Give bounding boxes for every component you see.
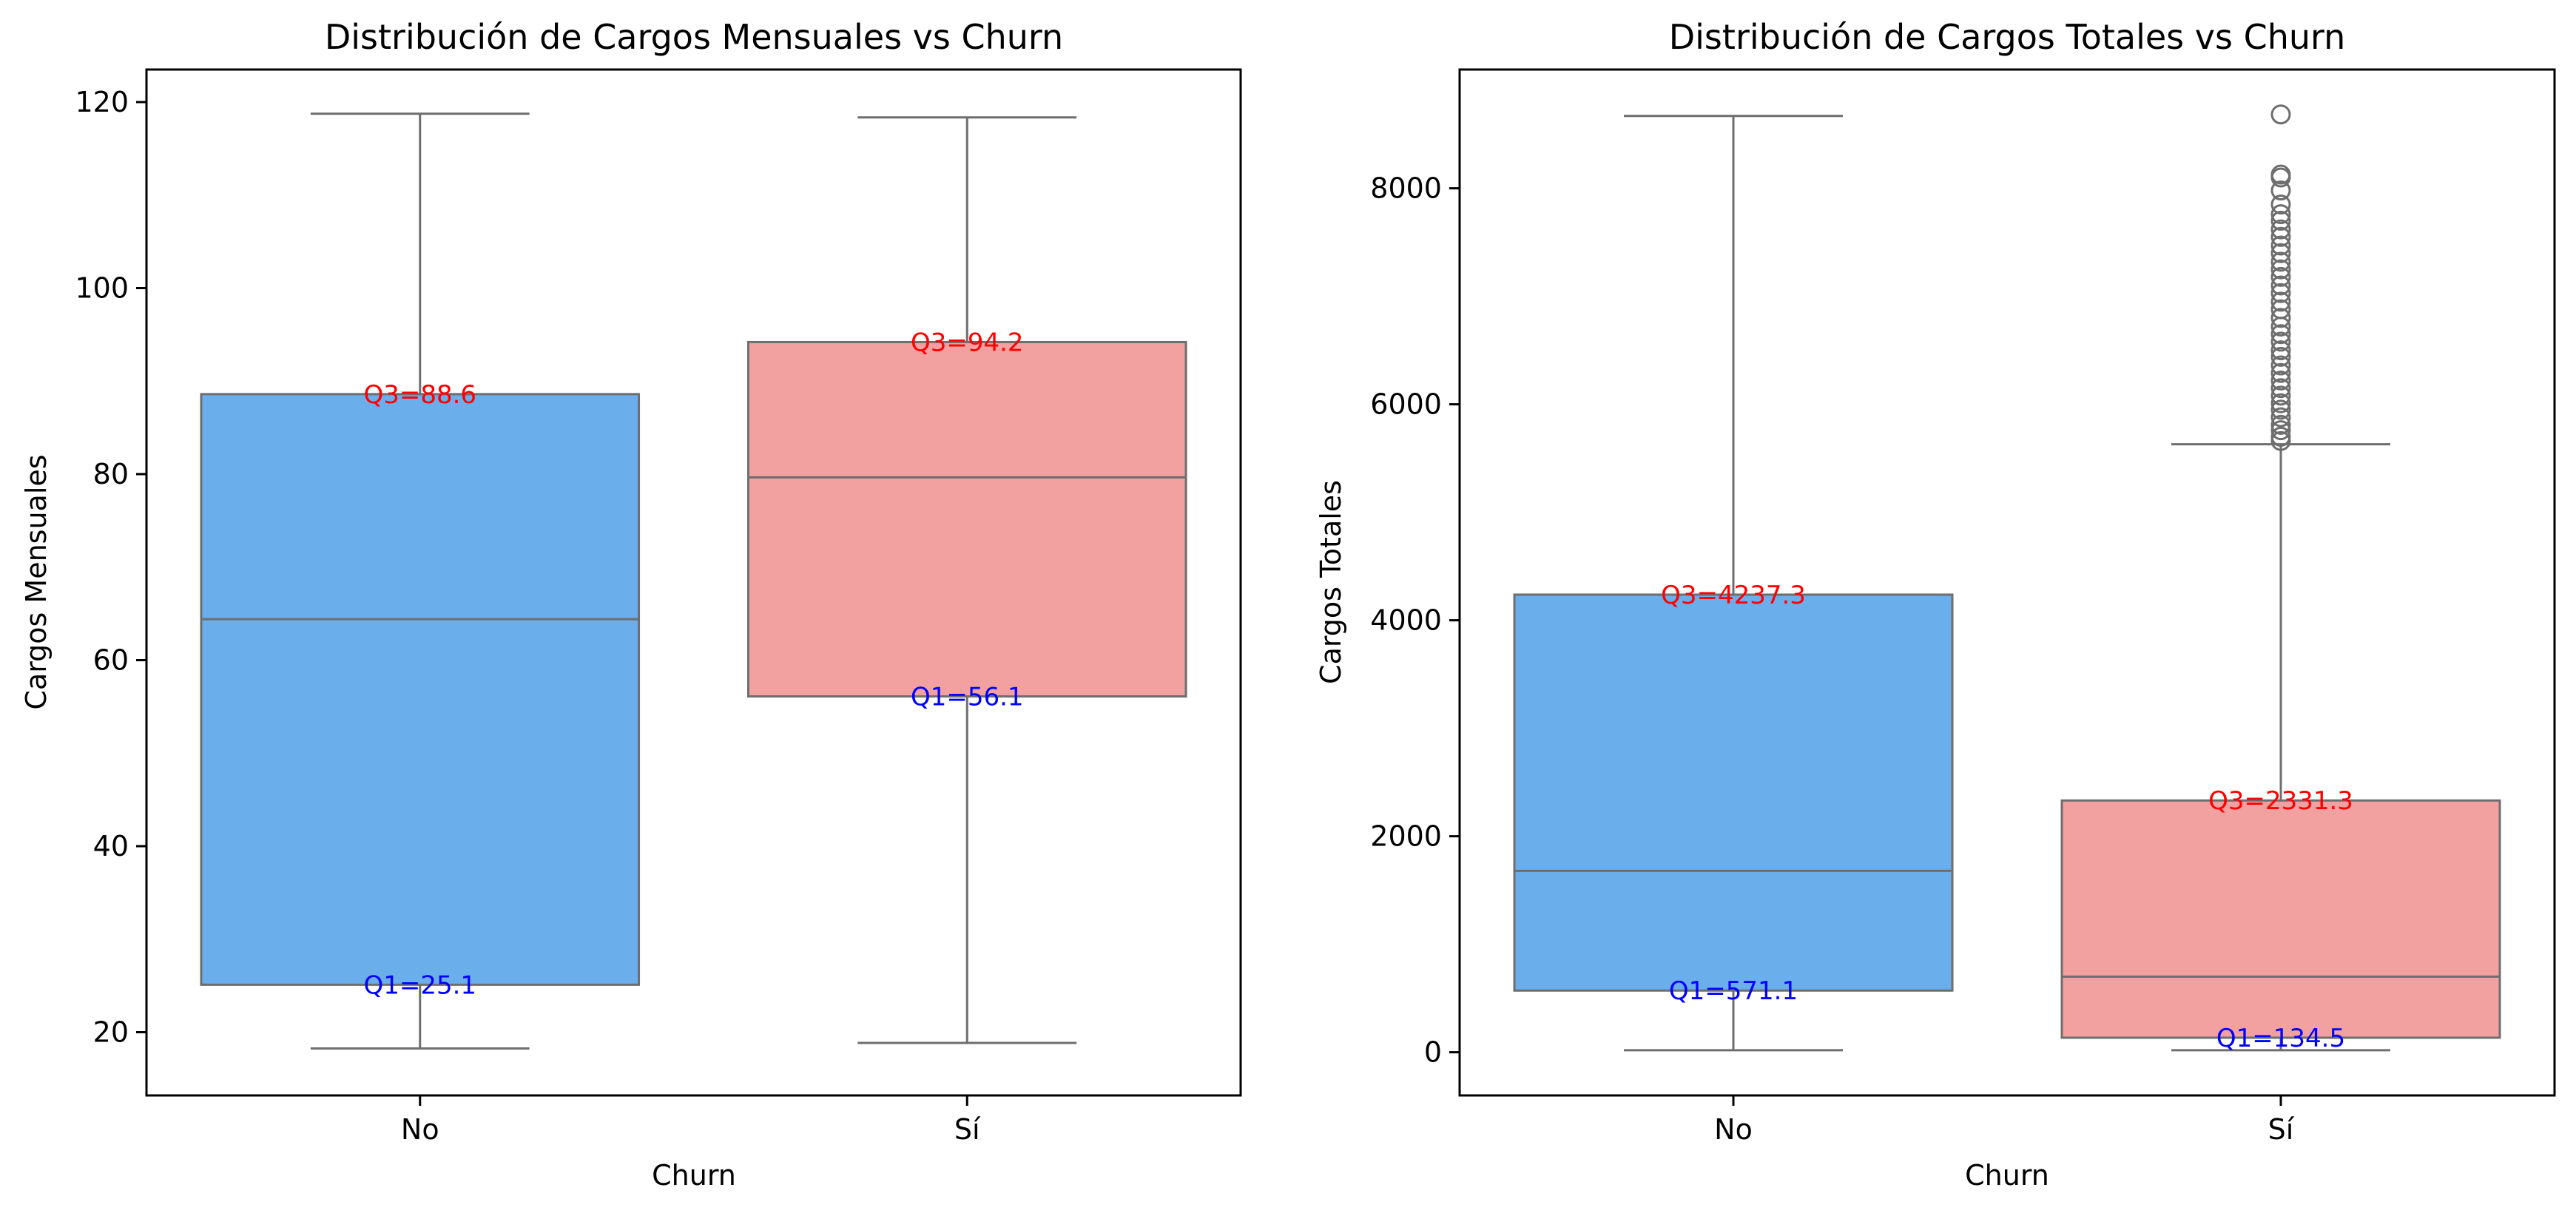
outlier-point — [2270, 407, 2291, 428]
outlier-point — [2270, 308, 2291, 328]
x-tick-label: Sí — [2268, 1113, 2295, 1146]
outlier-point — [2270, 362, 2291, 383]
outlier-point — [2270, 204, 2291, 225]
outlier-point — [2270, 219, 2291, 240]
iqr-box — [1513, 593, 1954, 992]
outlier-point — [2270, 291, 2291, 312]
outlier-point — [2270, 195, 2291, 215]
y-tick-label: 2000 — [1370, 820, 1442, 853]
box-si — [746, 116, 1187, 1044]
outlier-point — [2270, 316, 2291, 337]
outlier-point — [2270, 355, 2291, 376]
quartile-label: Q1=134.5 — [2216, 1024, 2345, 1053]
y-tick-label: 80 — [93, 458, 129, 490]
y-tick-label: 8000 — [1370, 172, 1442, 205]
outlier-point — [2270, 275, 2291, 296]
y-tick-label: 4000 — [1370, 604, 1442, 637]
outlier-point — [2270, 235, 2291, 256]
outlier-point — [2270, 243, 2291, 263]
quartile-label: Q3=4237.3 — [1661, 581, 1806, 610]
x-tick-label: No — [401, 1113, 439, 1146]
outlier-point — [2270, 340, 2291, 361]
outlier-point — [2270, 167, 2291, 188]
quartile-label: Q3=88.6 — [363, 380, 476, 410]
outlier-point — [2270, 393, 2291, 413]
axes-frame — [1458, 68, 2556, 1097]
quartile-label: Q1=571.1 — [1669, 976, 1798, 1006]
quartile-label: Q1=56.1 — [911, 683, 1024, 712]
outlier-point — [2270, 259, 2291, 280]
y-tick-label: 6000 — [1370, 388, 1442, 421]
outlier-point — [2270, 385, 2291, 406]
iqr-box — [200, 393, 641, 986]
chart-title: Distribución de Cargos Mensuales vs Chur… — [325, 17, 1063, 57]
outlier-point — [2270, 283, 2291, 303]
quartile-label: Q3=94.2 — [911, 328, 1024, 357]
outlier-point — [2270, 251, 2291, 272]
outlier-point — [2270, 331, 2291, 352]
plot-area: Q3=88.6 Q1=25.1 Q3=94.2 Q1=56.1 20 40 60 80 100 1… — [75, 68, 1242, 1146]
y-axis-label: Cargos Mensuales — [20, 454, 53, 709]
y-axis-label: Cargos Totales — [1315, 480, 1347, 684]
outlier-point — [2270, 180, 2291, 201]
box-no — [200, 112, 641, 1050]
y-tick-label: 60 — [93, 644, 129, 676]
plot-area: Q3=4237.3 Q1=571.1 Q3=2331.3 Q1=134.5 0 2000 4… — [1370, 68, 2556, 1146]
y-tick-label: 120 — [75, 86, 129, 118]
monthly-charges-panel: Distribución de Cargos Mensuales vs Chur… — [20, 17, 1242, 1192]
outlier-point — [2270, 378, 2291, 399]
box-si — [2060, 104, 2501, 1052]
iqr-box — [746, 340, 1187, 698]
outlier-point — [2270, 210, 2291, 231]
iqr-box — [2060, 799, 2501, 1039]
x-tick-label: Sí — [954, 1113, 981, 1146]
outlier-point — [2270, 324, 2291, 345]
x-tick-label: No — [1714, 1113, 1753, 1146]
outlier-point — [2270, 266, 2291, 287]
outlier-point — [2270, 104, 2291, 125]
outlier-point — [2270, 370, 2291, 391]
total-charges-panel: Distribución de Cargos Totales vs Churn … — [1315, 17, 2556, 1192]
axes-frame — [145, 68, 1242, 1097]
outlier-point — [2270, 226, 2291, 247]
outlier-point — [2270, 399, 2291, 420]
outlier-point — [2270, 346, 2291, 367]
chart-title: Distribución de Cargos Totales vs Churn — [1669, 17, 2346, 57]
box-no — [1513, 115, 1954, 1052]
y-tick-label: 40 — [93, 830, 129, 862]
y-tick-label: 100 — [75, 272, 129, 305]
outlier-point — [2270, 430, 2291, 451]
y-tick-label: 0 — [1424, 1036, 1442, 1069]
quartile-label: Q1=25.1 — [363, 970, 476, 1000]
quartile-label: Q3=2331.3 — [2208, 786, 2353, 816]
x-axis-label: Churn — [1965, 1159, 2049, 1192]
x-axis-label: Churn — [652, 1159, 736, 1192]
y-tick-label: 20 — [93, 1016, 129, 1048]
outlier-point — [2270, 420, 2291, 441]
outlier-point — [2270, 414, 2291, 435]
